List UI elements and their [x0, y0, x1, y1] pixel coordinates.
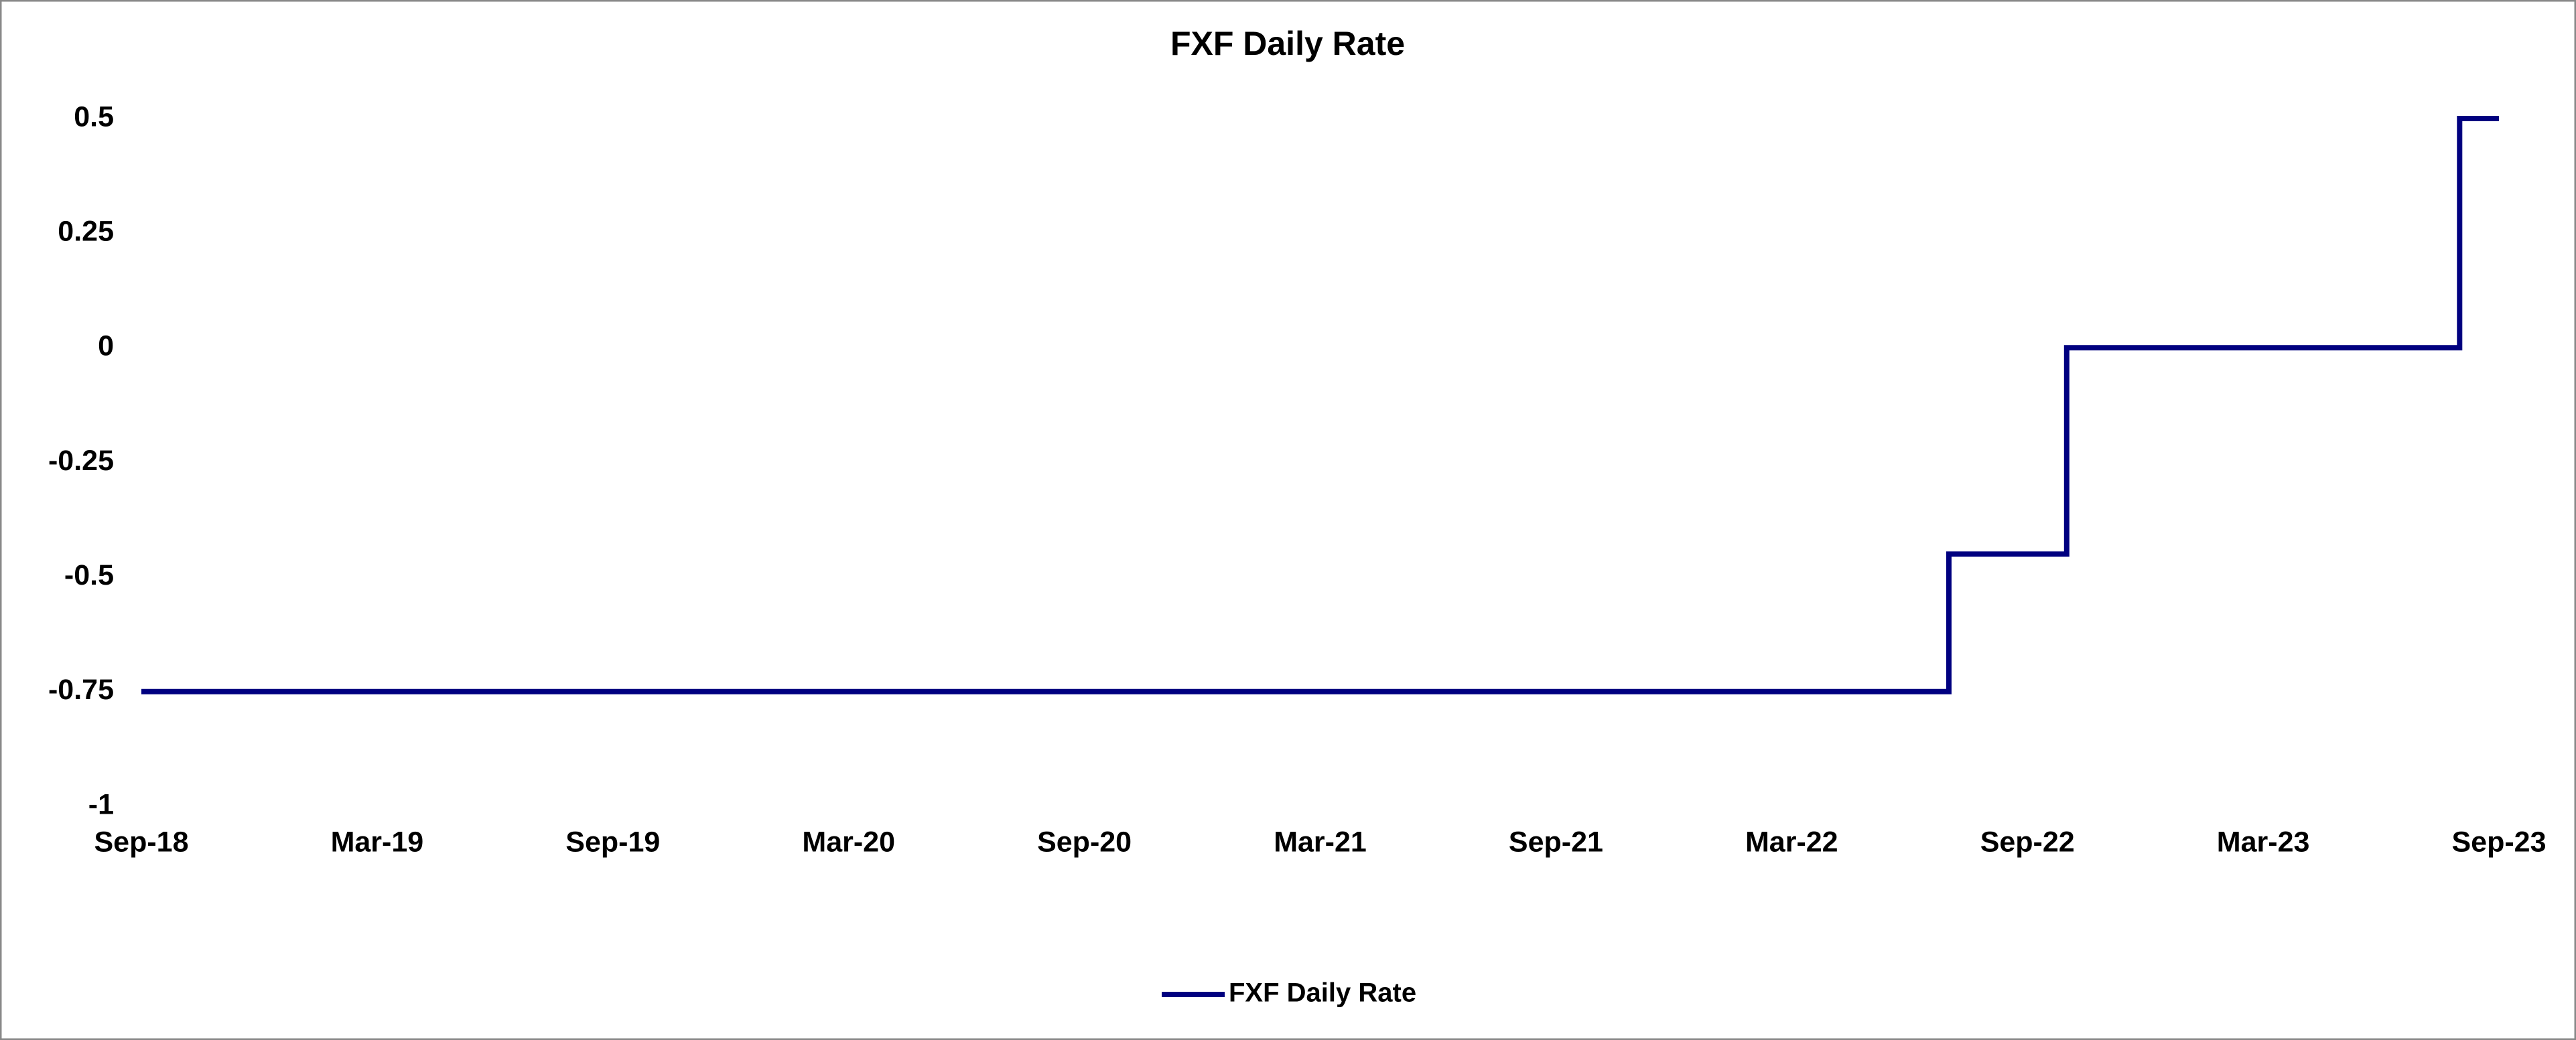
y-tick-label: -0.75: [48, 674, 114, 706]
x-tick-label: Sep-21: [1509, 826, 1603, 858]
y-tick-label: -1: [88, 788, 114, 820]
x-tick-label: Sep-20: [1037, 826, 1132, 858]
x-tick-label: Sep-22: [1980, 826, 2075, 858]
x-tick-label: Mar-19: [331, 826, 424, 858]
y-tick-label: -0.25: [48, 445, 114, 477]
x-tick-label: Sep-18: [94, 826, 188, 858]
x-tick-label: Mar-22: [1745, 826, 1838, 858]
x-tick-label: Mar-23: [2217, 826, 2310, 858]
data-line: [141, 116, 2499, 694]
y-tick-label: 0.5: [74, 100, 114, 133]
y-tick-label: 0: [98, 330, 114, 362]
y-tick-label: -0.5: [64, 559, 114, 591]
x-tick-label: Sep-23: [2451, 826, 2546, 858]
x-tick-label: Mar-20: [802, 826, 895, 858]
legend-label: FXF Daily Rate: [1229, 978, 1416, 1008]
x-tick-label: Mar-21: [1274, 826, 1367, 858]
x-tick-label: Sep-19: [565, 826, 660, 858]
chart-title: FXF Daily Rate: [1170, 25, 1405, 62]
y-tick-label: 0.25: [58, 216, 114, 248]
